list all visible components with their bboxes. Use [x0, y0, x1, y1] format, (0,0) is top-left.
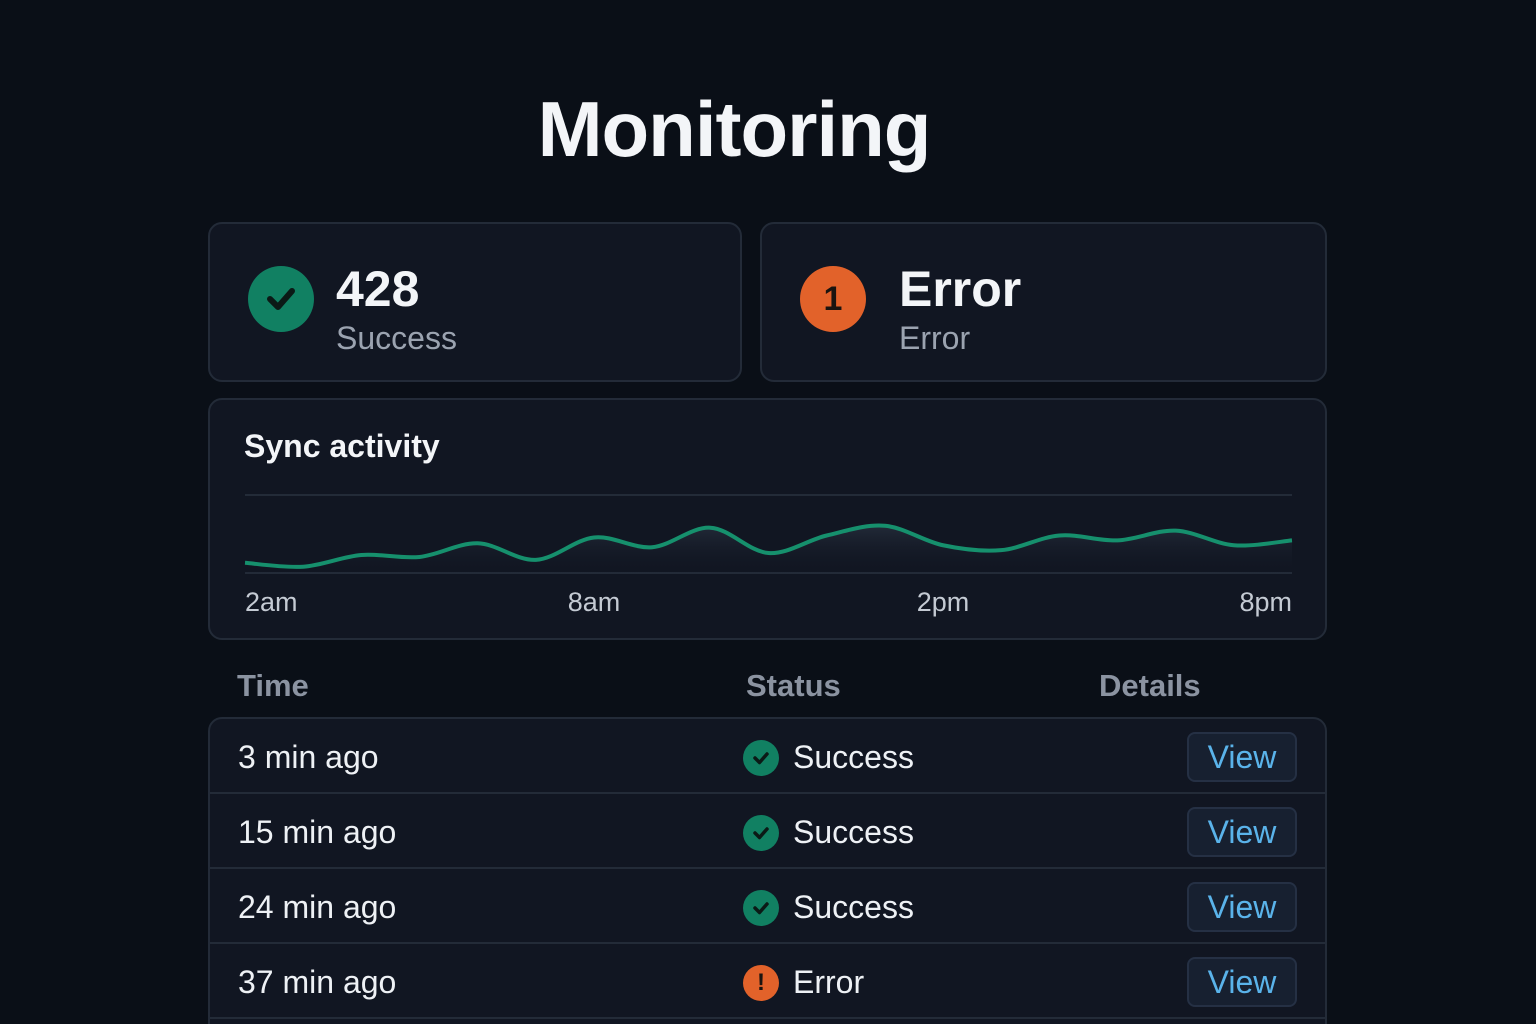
x-tick-label: 8am: [568, 587, 621, 617]
check-icon: [248, 266, 314, 332]
exclamation-icon: !: [743, 964, 779, 1001]
chart-area-fill: [245, 525, 1292, 574]
error-title: Error: [899, 261, 1022, 317]
row-status: Success: [743, 889, 914, 926]
page-title: Monitoring: [0, 84, 1536, 175]
row-time: 24 min ago: [238, 889, 397, 925]
error-badge-number: 1: [823, 279, 843, 318]
table-row: 37 min ago ! Error View: [210, 944, 1325, 1019]
chart-series-line: [244, 523, 1293, 569]
status-text: Error: [793, 964, 865, 1000]
check-icon: [743, 889, 779, 926]
view-details-button[interactable]: View: [1187, 882, 1297, 932]
view-details-button[interactable]: View: [1187, 732, 1297, 782]
check-icon: [743, 739, 779, 776]
page-title-text: Monitoring: [537, 85, 932, 173]
table-row: 24 min ago Success View: [210, 869, 1325, 944]
status-text: Success: [793, 889, 914, 925]
chart-canvas: 2am 8am 2pm 8pm: [244, 494, 1293, 617]
x-tick-label: 8pm: [1239, 587, 1292, 617]
x-tick-label: 2am: [245, 587, 298, 617]
sync-activity-chart: Sync activity 2am 8am 2pm 8pm: [208, 398, 1327, 640]
column-header-details: Details: [1099, 668, 1201, 703]
status-text: Success: [793, 814, 914, 850]
row-status: ! Error: [743, 964, 864, 1001]
exclamation-mark: !: [757, 968, 765, 996]
chart-title: Sync activity: [244, 428, 440, 464]
sync-log-table: 3 min ago Success View 15 min ago Succes…: [208, 717, 1327, 1024]
row-time: 15 min ago: [238, 814, 397, 850]
view-details-button[interactable]: View: [1187, 807, 1297, 857]
status-text: Success: [793, 739, 914, 775]
error-stat-card: 1 Error Error: [760, 222, 1327, 382]
table-row: 3 min ago Success View: [210, 719, 1325, 794]
view-details-button[interactable]: View: [1187, 957, 1297, 1007]
success-stat-card: 428 Success: [208, 222, 742, 382]
table-row: 15 min ago Success View: [210, 794, 1325, 869]
error-label: Error: [899, 320, 971, 356]
check-icon: [743, 814, 779, 851]
success-count: 428: [336, 261, 420, 317]
column-header-status: Status: [746, 668, 841, 703]
row-time: 3 min ago: [238, 739, 379, 775]
row-status: Success: [743, 739, 914, 776]
row-status: Success: [743, 814, 914, 851]
error-count-badge: 1: [800, 266, 866, 332]
column-header-time: Time: [237, 668, 309, 703]
success-label: Success: [336, 320, 457, 356]
row-time: 37 min ago: [238, 964, 397, 1000]
x-tick-label: 2pm: [917, 587, 970, 617]
